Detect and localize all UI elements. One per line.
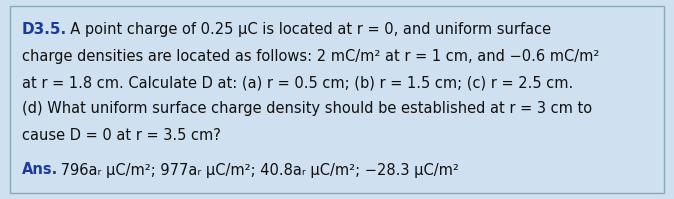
Text: D3.5.: D3.5. — [22, 22, 67, 37]
Text: A point charge of 0.25 μC is located at r = 0, and uniform surface: A point charge of 0.25 μC is located at … — [61, 22, 551, 37]
Text: cause D = 0 at r = 3.5 cm?: cause D = 0 at r = 3.5 cm? — [22, 128, 221, 143]
Text: (d) What uniform surface charge density should be established at r = 3 cm to: (d) What uniform surface charge density … — [22, 101, 592, 116]
Text: 796aᵣ μC/m²; 977aᵣ μC/m²; 40.8aᵣ μC/m²; −28.3 μC/m²: 796aᵣ μC/m²; 977aᵣ μC/m²; 40.8aᵣ μC/m²; … — [56, 163, 459, 178]
Text: at r = 1.8 cm. Calculate D at: (a) r = 0.5 cm; (b) r = 1.5 cm; (c) r = 2.5 cm.: at r = 1.8 cm. Calculate D at: (a) r = 0… — [22, 75, 574, 90]
Text: Ans.: Ans. — [22, 163, 58, 178]
Text: charge densities are located as follows: 2 mC/m² at r = 1 cm, and −0.6 mC/m²: charge densities are located as follows:… — [22, 49, 599, 63]
